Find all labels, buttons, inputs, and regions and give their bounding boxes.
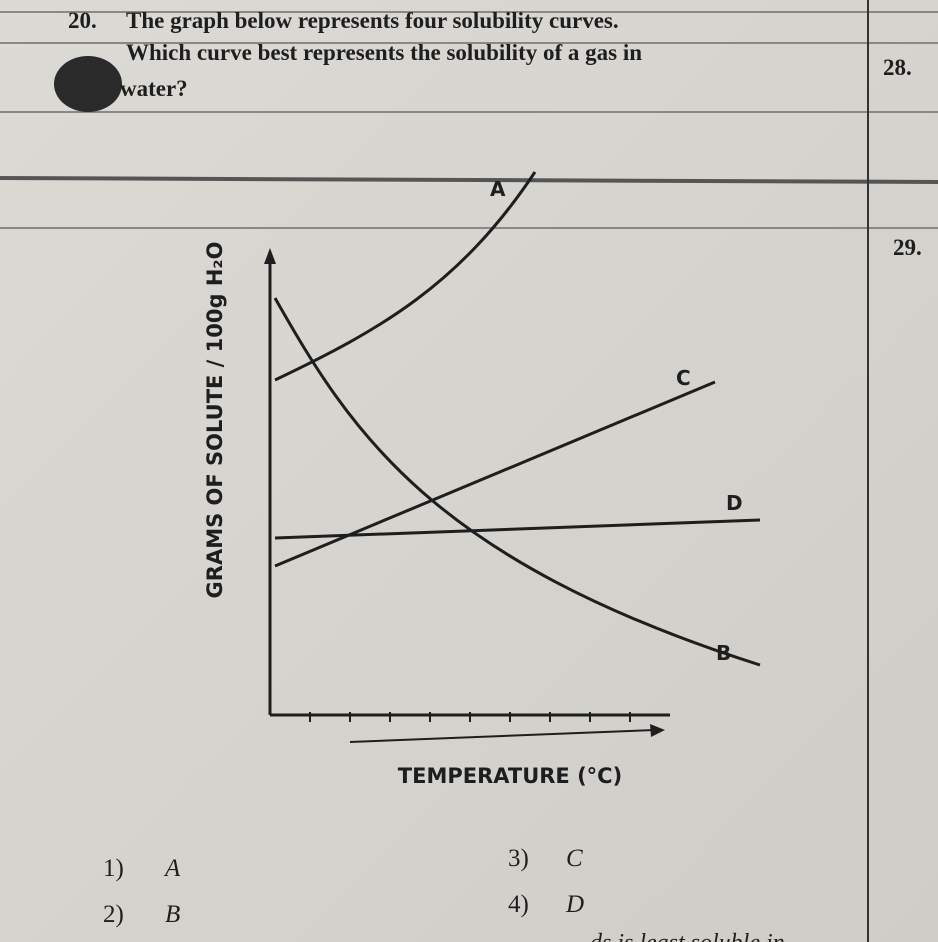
x-axis-label: TEMPERATURE (°C) [398, 764, 622, 788]
curve-label: C [676, 366, 691, 390]
choice-answer: B [165, 901, 180, 928]
arrow-head [264, 248, 276, 264]
arrow-head [650, 724, 665, 737]
y-axis-label: GRAMS OF SOLUTE / 100g H₂O [203, 242, 227, 599]
curve-d [274, 518, 761, 540]
question-number: 20. [68, 8, 97, 33]
curve-label: B [716, 641, 731, 665]
rule [0, 176, 938, 184]
hole-punch [54, 56, 122, 112]
footer-fragment: ds is least soluble in [590, 930, 785, 942]
curve-label: D [726, 491, 743, 515]
choice-number: 4) [508, 891, 529, 918]
choice-number: 3) [508, 845, 529, 872]
curve-a [274, 171, 537, 382]
choice-answer: A [163, 855, 181, 882]
curve-label: A [490, 177, 506, 201]
curve-b [273, 297, 761, 667]
choice-number: 2) [103, 901, 124, 928]
margin-number: 29. [893, 235, 922, 260]
question-line: water? [120, 76, 188, 101]
question-line: The graph below represents four solubili… [126, 8, 619, 33]
margin-number: 28. [883, 55, 912, 80]
choice-answer: C [566, 845, 583, 872]
x-arrow [349, 729, 656, 743]
choice-number: 1) [103, 855, 124, 882]
question-line: Which curve best represents the solubili… [126, 40, 642, 65]
x-ticks [309, 712, 631, 722]
choice-answer: D [565, 891, 584, 918]
